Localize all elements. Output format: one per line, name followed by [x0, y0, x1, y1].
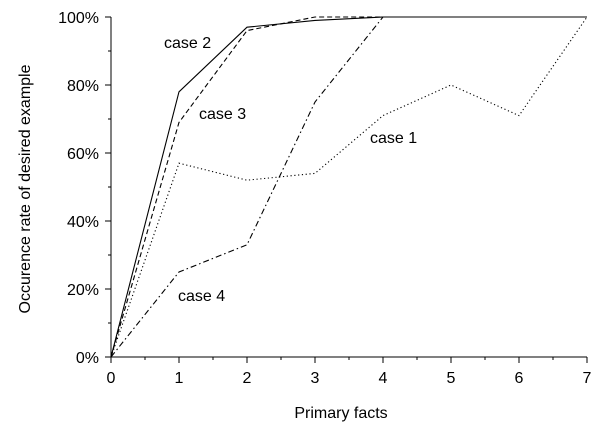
y-tick-label: 80% [67, 78, 99, 95]
x-tick-label: 3 [311, 370, 320, 387]
x-tick-label: 2 [243, 370, 252, 387]
x-tick-label: 5 [447, 370, 456, 387]
x-tick-label: 7 [583, 370, 592, 387]
series-line-case-2 [111, 17, 587, 357]
series-label-case-3: case 3 [199, 106, 246, 123]
series-line-case-3 [111, 17, 587, 357]
series-labels: case 1 case 2 case 3 case 4 [164, 35, 417, 305]
y-tick-label: 60% [67, 146, 99, 163]
y-ticks: 0% 20% 40% 60% 80% 100% [58, 10, 111, 367]
x-ticks: 0 1 2 3 4 5 6 7 [107, 357, 592, 387]
series-line-case-1 [111, 17, 587, 357]
series-line-case-4 [111, 17, 587, 357]
x-tick-label: 6 [515, 370, 524, 387]
x-tick-label: 0 [107, 370, 116, 387]
axes [111, 17, 587, 357]
y-tick-label: 0% [76, 350, 99, 367]
y-tick-label: 40% [67, 214, 99, 231]
x-tick-label: 4 [379, 370, 388, 387]
series-label-case-2: case 2 [164, 35, 211, 52]
x-tick-label: 1 [175, 370, 184, 387]
x-axis-label: Primary facts [294, 405, 387, 422]
series-lines [111, 17, 587, 357]
y-axis-label: Occurence rate of desired example [17, 64, 34, 313]
y-tick-label: 100% [58, 10, 99, 27]
y-tick-label: 20% [67, 282, 99, 299]
series-label-case-4: case 4 [178, 288, 225, 305]
series-label-case-1: case 1 [370, 130, 417, 147]
